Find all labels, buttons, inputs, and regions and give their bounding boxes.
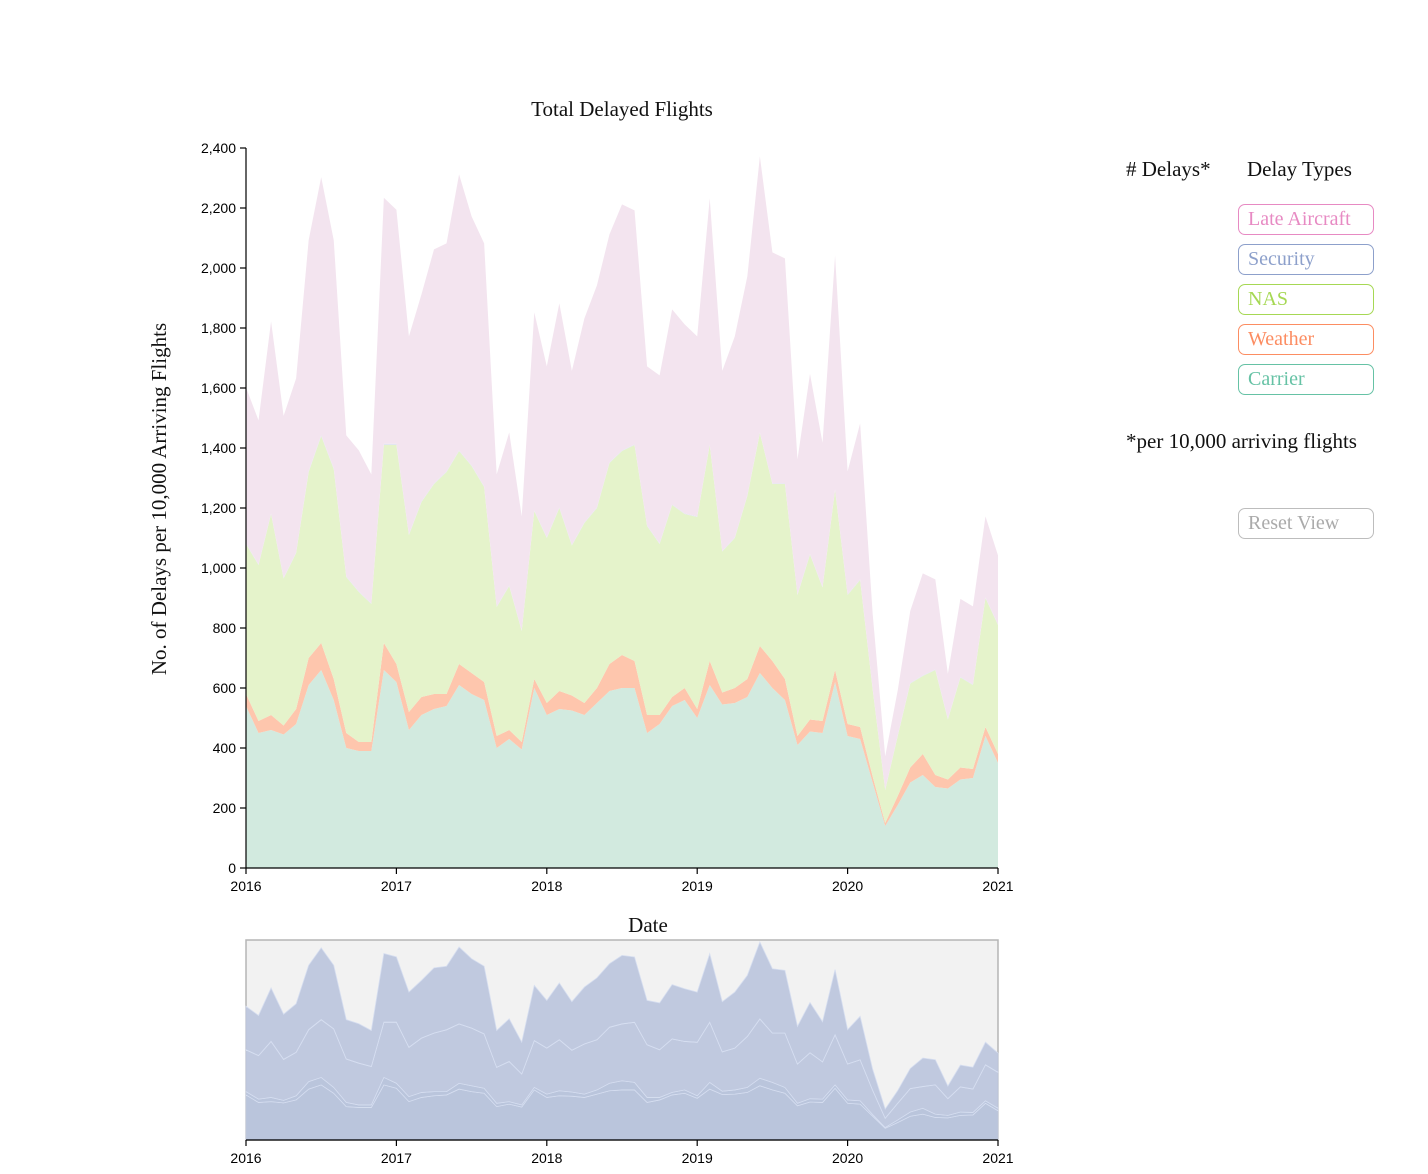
legend-button-nas[interactable]: NAS <box>1238 284 1374 315</box>
x-axis: 2016 2017 2018 2019 2020 2021 <box>230 867 1014 894</box>
y-tick-label: 1,800 <box>201 320 236 336</box>
overview-x-axis: 2016 2017 2018 2019 2020 2021 <box>230 1139 1014 1166</box>
overview-x-tick-label: 2021 <box>982 1150 1013 1166</box>
x-tick-label: 2016 <box>230 878 261 894</box>
delays-heading: # Delays* <box>1126 157 1211 181</box>
y-tick-label: 1,600 <box>201 380 236 396</box>
delay-types-heading: Delay Types <box>1247 157 1352 181</box>
y-tick-label: 0 <box>228 860 236 876</box>
reset-view-button[interactable]: Reset View <box>1238 508 1374 539</box>
overview-area-late-aircraft <box>245 940 999 1119</box>
y-axis-label: No. of Delays per 10,000 Arriving Flight… <box>147 323 171 675</box>
area-carrier[interactable] <box>246 670 998 868</box>
legend-button-security[interactable]: Security <box>1238 244 1374 275</box>
y-tick-label: 400 <box>213 740 237 756</box>
y-tick-label: 600 <box>213 680 237 696</box>
overview-x-tick-label: 2019 <box>682 1150 713 1166</box>
area-late-aircraft[interactable] <box>246 156 998 790</box>
chart-title: Total Delayed Flights <box>531 97 713 121</box>
overview-brush-chart[interactable]: 2016 2017 2018 2019 2020 2021 <box>230 939 1014 1166</box>
area-nas[interactable] <box>246 433 998 823</box>
x-tick-label: 2020 <box>832 878 863 894</box>
overview-x-tick-label: 2018 <box>531 1150 562 1166</box>
y-tick-label: 1,400 <box>201 440 236 456</box>
legend-button-late-aircraft[interactable]: Late Aircraft <box>1238 204 1374 235</box>
legend-button-carrier[interactable]: Carrier <box>1238 364 1374 395</box>
main-chart[interactable]: 0 200 400 600 800 1,000 1,200 1,400 1,600 1,800 2,… <box>201 140 1014 894</box>
x-tick-label: 2017 <box>381 878 412 894</box>
y-tick-label: 2,200 <box>201 200 236 216</box>
y-tick-label: 2,000 <box>201 260 236 276</box>
y-tick-label: 200 <box>213 800 237 816</box>
legend-button-weather[interactable]: Weather <box>1238 324 1374 355</box>
y-tick-label: 1,200 <box>201 500 236 516</box>
area-layers <box>246 156 998 868</box>
footnote: *per 10,000 arriving flights <box>1126 429 1357 453</box>
x-tick-label: 2019 <box>682 878 713 894</box>
overview-x-tick-label: 2016 <box>230 1150 261 1166</box>
x-tick-label: 2021 <box>982 878 1013 894</box>
y-tick-label: 2,400 <box>201 140 236 156</box>
y-tick-label: 800 <box>213 620 237 636</box>
overview-x-tick-label: 2020 <box>832 1150 863 1166</box>
area-weather[interactable] <box>246 643 998 826</box>
x-axis-label: Date <box>628 913 668 937</box>
overview-x-tick-label: 2017 <box>381 1150 412 1166</box>
x-tick-label: 2018 <box>531 878 562 894</box>
y-tick-label: 1,000 <box>201 560 236 576</box>
y-axis: 0 200 400 600 800 1,000 1,200 1,400 1,600 1,800 2,… <box>201 140 247 876</box>
